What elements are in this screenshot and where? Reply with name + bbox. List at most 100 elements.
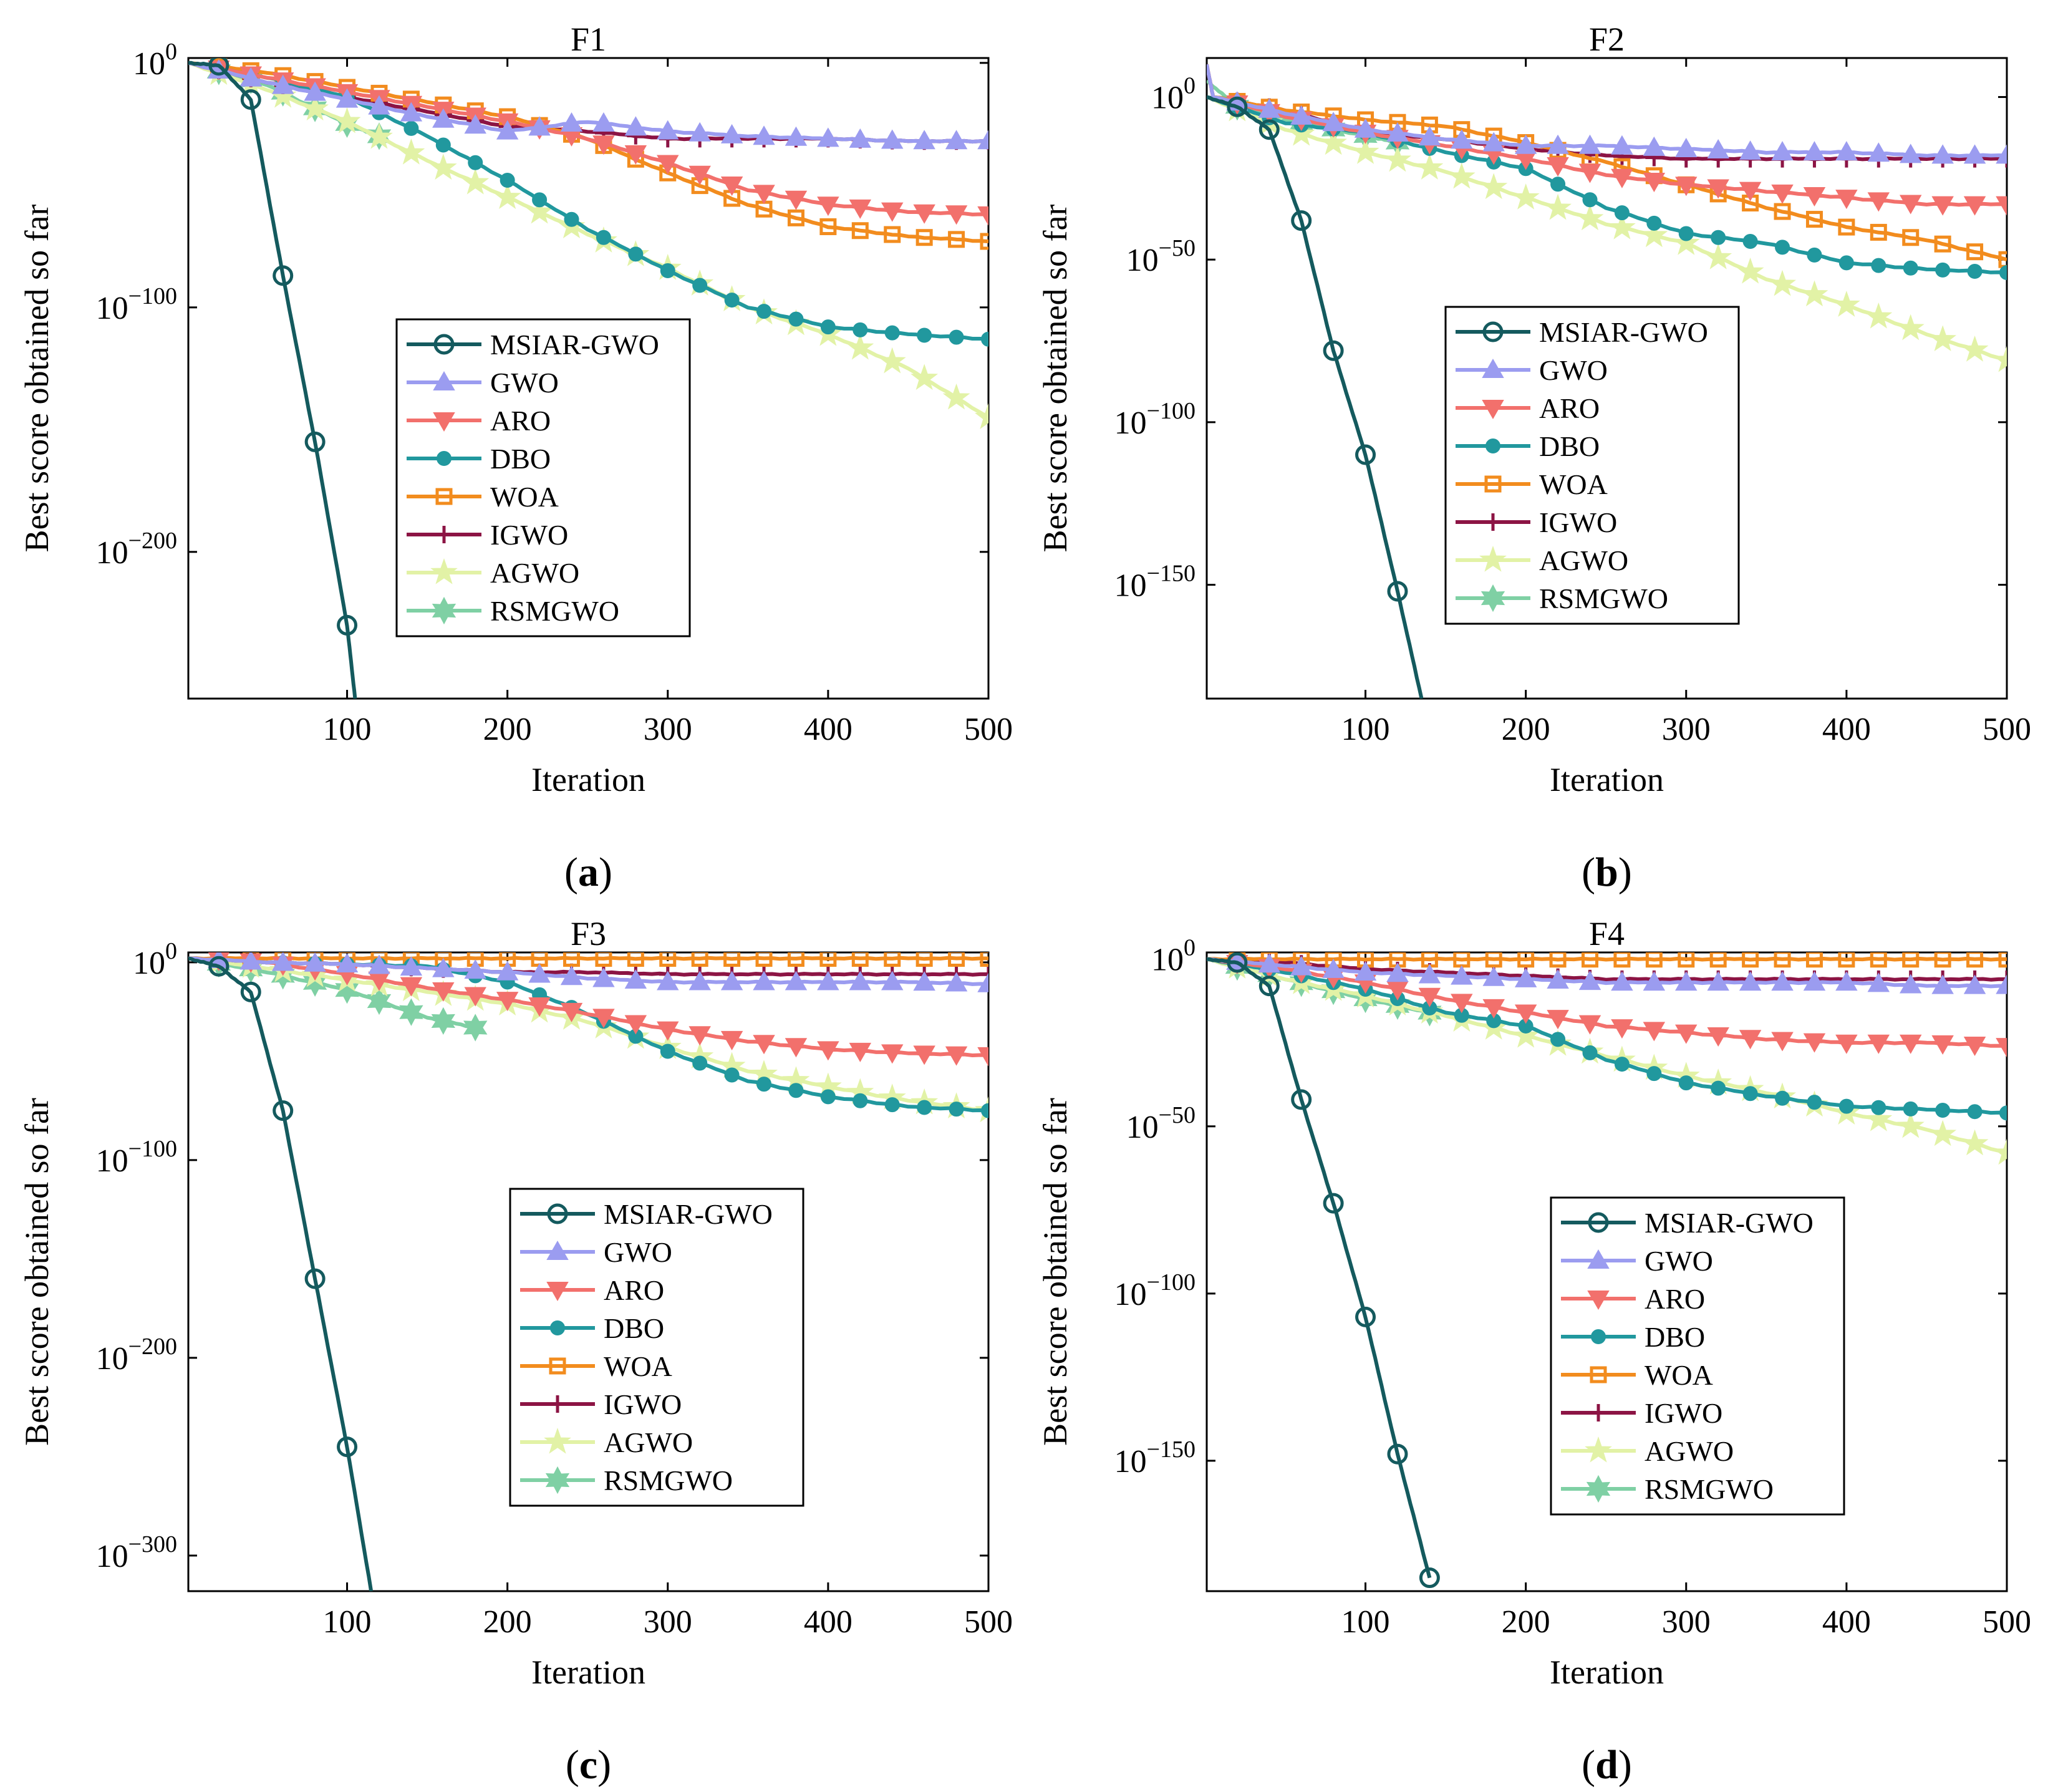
data-point	[1418, 964, 1441, 984]
data-point	[659, 952, 677, 967]
data-point	[1512, 1021, 1540, 1048]
data-point	[785, 971, 808, 990]
data-point	[688, 971, 711, 990]
y-tick-label: 100	[1151, 935, 1195, 978]
legend-marker	[545, 1466, 570, 1494]
data-point	[1258, 119, 1280, 140]
data-point	[881, 1044, 904, 1064]
legend-marker	[549, 1395, 566, 1413]
data-point	[945, 205, 968, 225]
data-point	[1931, 144, 1954, 164]
x-tick-label: 200	[1502, 712, 1550, 747]
data-point	[1290, 956, 1313, 976]
chart-title: F4	[1589, 915, 1625, 952]
data-point	[1900, 143, 1922, 163]
data-point	[336, 88, 359, 108]
data-point	[945, 972, 968, 992]
data-point	[1867, 1034, 1890, 1054]
data-point	[1771, 1032, 1794, 1052]
legend-label: DBO	[1645, 1321, 1705, 1353]
chart-panel-2: F2 100 200 300 400 500 100 10−50 10−100 10−150 Ite…	[1036, 21, 2031, 895]
legend-label: DBO	[604, 1312, 664, 1344]
legend-label: GWO	[1645, 1245, 1713, 1277]
y-axis-label: Best score obtained so far	[18, 205, 56, 553]
legend-label: GWO	[1539, 354, 1608, 386]
data-point	[817, 127, 839, 147]
data-point	[560, 966, 583, 986]
x-tick-label: 300	[644, 1604, 692, 1640]
data-point	[1675, 137, 1698, 157]
data-point	[1967, 1104, 1983, 1120]
series-msiar-gwo	[1207, 952, 1440, 1589]
data-point	[1547, 134, 1569, 154]
data-point	[788, 1083, 804, 1098]
data-point	[1291, 1089, 1312, 1110]
data-point	[1678, 952, 1695, 968]
data-point	[817, 1041, 839, 1061]
data-point	[1709, 952, 1727, 968]
y-axis-label: Best score obtained so far	[18, 1098, 56, 1446]
data-point	[1993, 346, 2007, 372]
data-point	[1838, 218, 1855, 236]
data-point	[1447, 162, 1476, 189]
legend-label: MSIAR-GWO	[1645, 1207, 1814, 1239]
data-point	[1258, 976, 1280, 997]
data-point	[1387, 581, 1408, 602]
data-point	[239, 952, 262, 970]
data-point	[1608, 213, 1636, 240]
legend-marker	[546, 1240, 569, 1260]
legend-marker	[1590, 1366, 1607, 1383]
data-point	[1998, 251, 2007, 268]
y-tick-label: 100	[133, 938, 177, 981]
legend-label: ARO	[1539, 392, 1600, 424]
legend-marker	[549, 1357, 566, 1375]
data-point	[624, 969, 647, 989]
data-point	[1833, 291, 1860, 317]
data-point	[463, 1014, 488, 1042]
legend-marker	[1485, 438, 1500, 453]
data-point	[1578, 134, 1601, 154]
data-point	[1227, 952, 1248, 973]
data-point	[1675, 1024, 1698, 1044]
data-point	[849, 199, 872, 219]
data-point	[624, 145, 647, 165]
data-point	[301, 94, 329, 121]
data-point	[1966, 952, 1984, 968]
data-point	[817, 196, 839, 216]
data-point	[819, 218, 837, 235]
legend-entry-dbo: DBO	[520, 1312, 664, 1344]
legend-entry-msiar-gwo: MSIAR-GWO	[520, 1198, 773, 1230]
data-point	[1258, 953, 1280, 973]
data-point	[493, 183, 521, 210]
data-point	[1736, 257, 1764, 284]
data-point	[400, 977, 423, 997]
legend-entry-aro: ARO	[520, 1274, 664, 1306]
plot-frame	[1205, 951, 2008, 1592]
data-point	[1707, 139, 1729, 159]
data-point	[977, 130, 988, 150]
legend-label: ARO	[1645, 1283, 1705, 1315]
data-point	[884, 1097, 900, 1113]
data-point	[304, 81, 326, 101]
data-point	[627, 952, 644, 967]
data-point	[1611, 971, 1633, 991]
data-point	[980, 233, 988, 250]
legend-entry-igwo: IGWO	[1456, 506, 1617, 538]
data-point	[691, 952, 708, 967]
legend-entry-agwo: AGWO	[520, 1426, 693, 1458]
data-point	[949, 329, 964, 345]
legend-marker	[1484, 475, 1502, 493]
legend-label: IGWO	[604, 1388, 682, 1420]
data-point	[624, 116, 647, 136]
data-point	[1578, 1015, 1601, 1035]
legend-marker	[1479, 545, 1507, 572]
legend-marker	[1587, 1249, 1610, 1269]
legend-marker	[1484, 513, 1502, 531]
x-tick-label: 200	[483, 712, 532, 747]
data-point	[1835, 1034, 1858, 1054]
legend-entry-gwo: GWO	[520, 1236, 672, 1268]
data-point	[1645, 952, 1663, 968]
legend-label: WOA	[490, 481, 559, 513]
x-tick-label: 300	[644, 712, 692, 747]
data-point	[403, 120, 419, 136]
